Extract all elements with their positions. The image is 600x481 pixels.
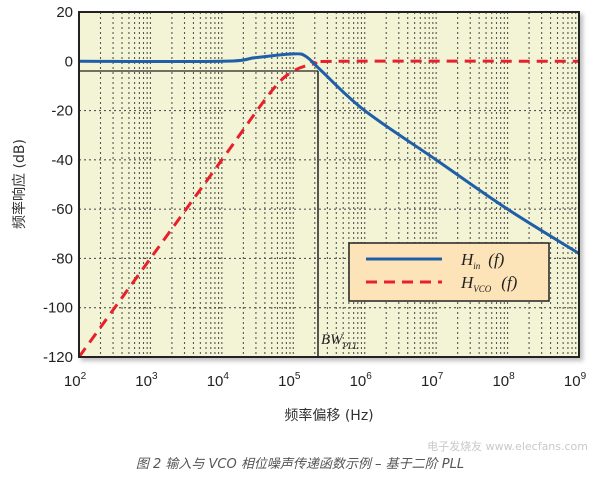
y-axis-ticks: 20 0 -20 -40 -60 -80 -100 -120 (43, 4, 73, 366)
x-tick-label: 102 (64, 371, 87, 390)
legend-hin-label: Hin (f) (460, 250, 505, 271)
y-tick-label: 20 (56, 4, 73, 21)
y-tick-label: -100 (43, 300, 73, 317)
y-tick-label: 0 (65, 53, 73, 70)
x-tick-label: 106 (350, 371, 373, 390)
x-axis-label: 频率偏移 (Hz) (284, 407, 373, 424)
bw-pll-annotation: BWPLL (321, 332, 358, 351)
y-axis-label: 频率响应 (dB) (11, 139, 28, 229)
x-tick-label: 105 (278, 371, 301, 390)
chart: Hin (f) HVCO (f) BWPLL 20 0 -20 -40 -60 -80 -100… (11, 4, 587, 424)
legend: Hin (f) HVCO (f) (348, 242, 550, 302)
figure-caption: 图 2 输入与 VCO 相位噪声传递函数示例 – 基于二阶 PLL (135, 457, 465, 472)
y-tick-label: -20 (51, 103, 73, 120)
x-axis-ticks: 102 103 104 105 106 107 108 109 (64, 371, 587, 390)
watermark: 电子发烧友 www.elecfans.com (427, 440, 588, 453)
x-tick-label: 107 (421, 371, 444, 390)
y-tick-label: -120 (43, 349, 73, 366)
y-tick-label: -80 (51, 250, 73, 267)
legend-box (348, 242, 550, 302)
hin-curve (78, 52, 580, 255)
hvco-curve (77, 59, 580, 358)
reference-lines (79, 70, 319, 357)
y-tick-label: -40 (51, 152, 73, 169)
x-tick-label: 108 (492, 371, 515, 390)
y-tick-label: -60 (51, 201, 73, 218)
x-tick-label: 104 (207, 371, 230, 390)
x-tick-label: 103 (135, 371, 158, 390)
legend-hvco-label: HVCO (f) (460, 273, 518, 294)
plot-border (78, 11, 580, 358)
x-tick-label: 109 (564, 371, 587, 390)
